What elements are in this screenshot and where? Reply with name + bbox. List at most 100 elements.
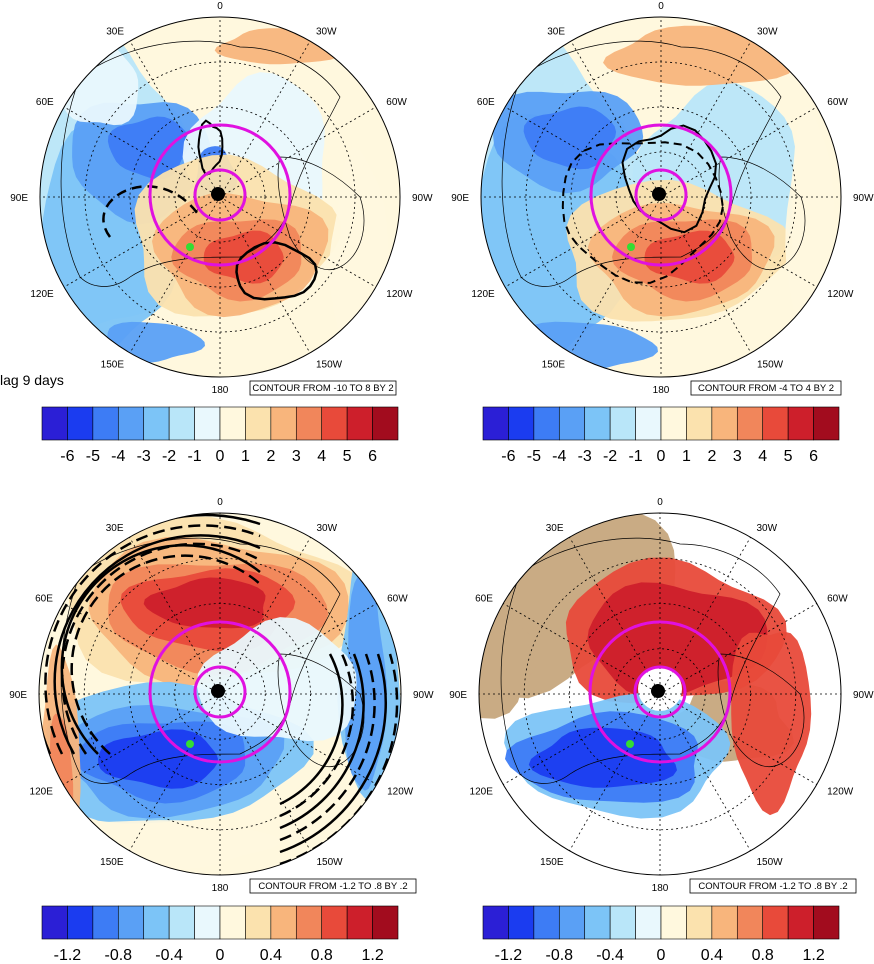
anomaly-shading [143,577,266,629]
colorbar-swatch [482,406,509,441]
longitude-label: 120W [827,289,854,300]
contour-arc [279,653,376,842]
longitude-label: 120W [827,787,854,798]
longitude-label: 60E [477,97,495,108]
contour-info-text: CONTOUR FROM -1.2 TO .8 BY .2 [698,881,847,892]
longitude-label: 60W [827,594,848,605]
longitude-label: 60E [36,97,54,108]
colorbar-swatch [295,905,323,940]
green-marker [626,740,634,748]
colorbar-tick-label: 0 [657,448,666,465]
anomaly-shading [587,582,768,699]
pole-dot [211,684,225,698]
colorbar-tick-label: -1 [628,448,642,465]
colorbar-tick-label: -3 [137,448,151,465]
colorbar-swatch [660,406,687,441]
longitude-label: 150E [100,857,124,868]
longitude-label: 60E [475,594,493,605]
colorbar-tick-label: -1 [187,448,201,465]
meridian [129,693,221,851]
colorbar-tick-label: -5 [86,448,100,465]
map-field [481,17,841,377]
meridian [569,537,661,695]
longitude-label: 180 [653,385,670,396]
magenta-circle-outer [589,123,733,267]
contour-box [689,878,857,894]
colorbar-swatch [533,406,560,441]
contour-arc [53,534,261,755]
colorbar-swatch [584,406,611,441]
colorbar-swatch [787,905,814,940]
colorbar-swatch [558,406,586,441]
colorbar-tick-label: 0 [216,448,225,465]
contour-arc [60,544,261,755]
longitude-label: 150W [757,857,784,868]
map-border [39,16,401,378]
colorbar-tick-label: 0.4 [701,947,723,964]
longitude-label: 0 [217,497,223,508]
contour-box [249,878,417,894]
colorbar-swatch [762,406,789,441]
colorbar-swatch [711,406,738,441]
graticule [479,513,841,875]
magenta-circle-inner [634,168,688,222]
colorbar-swatch [219,905,246,940]
map-panel-bottom-right: 0 30W 60W 90W 120W 150W 180 150E 120E 90E 60E 30E CO… [449,497,874,964]
longitude-label: 150E [101,359,125,370]
colorbar-tick-label: -6 [60,448,74,465]
meridian [63,196,221,288]
meridian [570,40,662,198]
longitude-label: 150E [540,857,564,868]
contour-positive [197,119,224,176]
meridian [659,537,751,695]
longitude-label: 30W [316,27,337,38]
colorbar-tick-label: 2 [266,448,275,465]
longitude-label: 60W [387,594,408,605]
meridian [570,196,662,354]
colorbar-swatch [372,406,399,441]
longitude-label: 120E [30,787,54,798]
colorbar-swatch [686,406,713,441]
contour-box [249,380,397,396]
map-panel-top-left: 0 30W 60W 90W 120W 150W 180 150E 120E 90E 60E 30E CO… [10,1,433,465]
colorbar-swatch [92,905,119,940]
colorbar-tick-label: -0.8 [546,947,574,964]
colorbar-swatch [92,406,119,441]
lag-label: lag 9 days [0,372,64,388]
colorbar-tick-label: 0 [657,947,666,964]
anomaly-shading [528,727,677,788]
longitude-label: 0 [658,1,664,12]
contour-info-text: CONTOUR FROM -4 TO 4 BY 2 [698,383,834,394]
colorbar-swatch [736,905,764,940]
contour-lines [39,513,399,866]
longitude-label: 150W [757,359,784,370]
colorbar-swatch [321,905,348,940]
map-border [478,512,842,876]
contour-info-text: CONTOUR FROM -10 TO 8 BY 2 [252,383,393,394]
colorbar-tick-label: 3 [292,448,301,465]
colorbar-swatch [686,905,713,940]
coastline [277,156,365,270]
colorbar-swatch [295,406,323,441]
anomaly-shading [107,116,191,180]
longitude-label: 90W [413,690,434,701]
colorbar-tick-label: 6 [368,448,377,465]
colorbar-swatch [711,905,738,940]
meridian [503,603,661,695]
colorbar-swatch [558,905,586,940]
longitude-label: 120W [386,289,413,300]
colorbar-swatch [67,905,94,940]
coastline [60,537,341,784]
magenta-circle-outer [148,620,292,764]
meridian [659,603,817,695]
contour-box [690,380,842,396]
longitude-label: 30E [546,523,564,534]
colorbar-swatch [372,905,399,940]
pole-dot [211,187,225,201]
longitude-label: 180 [652,883,669,894]
colorbar-swatch [194,905,221,940]
longitude-label: 0 [657,497,663,508]
longitude-label: 90W [853,193,874,204]
colorbar-swatch [168,406,195,441]
longitude-label: 60E [35,594,53,605]
